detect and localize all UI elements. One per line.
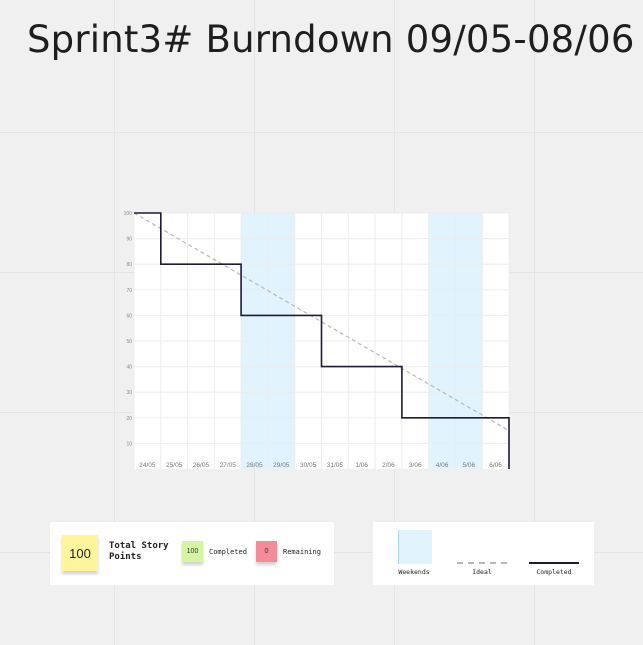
- series-ideal-line: [133, 212, 510, 432]
- page-title: Sprint3# Burndown 09/05-08/06: [27, 18, 635, 61]
- chart-legend: Weekends Ideal Completed: [373, 522, 594, 585]
- x-tick-label: 1/06: [355, 462, 368, 469]
- y-tick-label: 90: [126, 237, 132, 243]
- completed-swatch: [529, 562, 579, 564]
- y-tick-label: 50: [126, 339, 132, 345]
- x-tick-label: 27/05: [220, 462, 237, 469]
- x-tick-label: 3/06: [409, 462, 422, 469]
- y-tick-label: 60: [126, 313, 132, 319]
- x-tick-label: 28/05: [246, 462, 263, 469]
- legend-ideal-label: Ideal: [472, 568, 492, 576]
- total-points-sticky: 100: [62, 535, 98, 571]
- x-tick-label: 30/05: [300, 462, 317, 469]
- y-tick-label: 20: [126, 416, 132, 422]
- weekends-swatch: [398, 530, 432, 564]
- legend-completed-label: Completed: [536, 568, 572, 576]
- completed-sticky: 100: [182, 541, 203, 562]
- y-tick-label: 70: [126, 288, 132, 294]
- y-tick-label: 10: [126, 441, 132, 447]
- x-tick-label: 2/06: [382, 462, 395, 469]
- ideal-swatch: [457, 562, 507, 564]
- series-completed-line: [134, 212, 510, 469]
- remaining-label: Remaining: [283, 548, 321, 556]
- summary-card: 100 Total Story Points 100 Completed 0 R…: [50, 522, 334, 585]
- x-tick-label: 26/05: [193, 462, 210, 469]
- x-tick-label: 4/06: [436, 462, 449, 469]
- x-tick-label: 29/05: [273, 462, 290, 469]
- y-tick-label: 30: [126, 390, 132, 396]
- y-tick-label: 80: [126, 262, 132, 268]
- x-tick-label: 5/06: [462, 462, 475, 469]
- total-points-label: Total Story Points: [109, 541, 169, 562]
- y-tick-label: 40: [126, 365, 132, 371]
- x-tick-label: 6/06: [489, 462, 502, 469]
- legend-weekends-label: Weekends: [398, 568, 430, 576]
- remaining-sticky: 0: [256, 541, 277, 562]
- y-tick-label: 100: [124, 211, 133, 217]
- x-tick-label: 31/05: [327, 462, 344, 469]
- completed-label: Completed: [209, 548, 247, 556]
- x-tick-label: 24/05: [139, 462, 156, 469]
- burndown-chart: 100 90 80 70 60 50 40 30 20 10 24/05 25/05 26/05 27/0…: [124, 211, 510, 469]
- x-tick-label: 25/05: [166, 462, 183, 469]
